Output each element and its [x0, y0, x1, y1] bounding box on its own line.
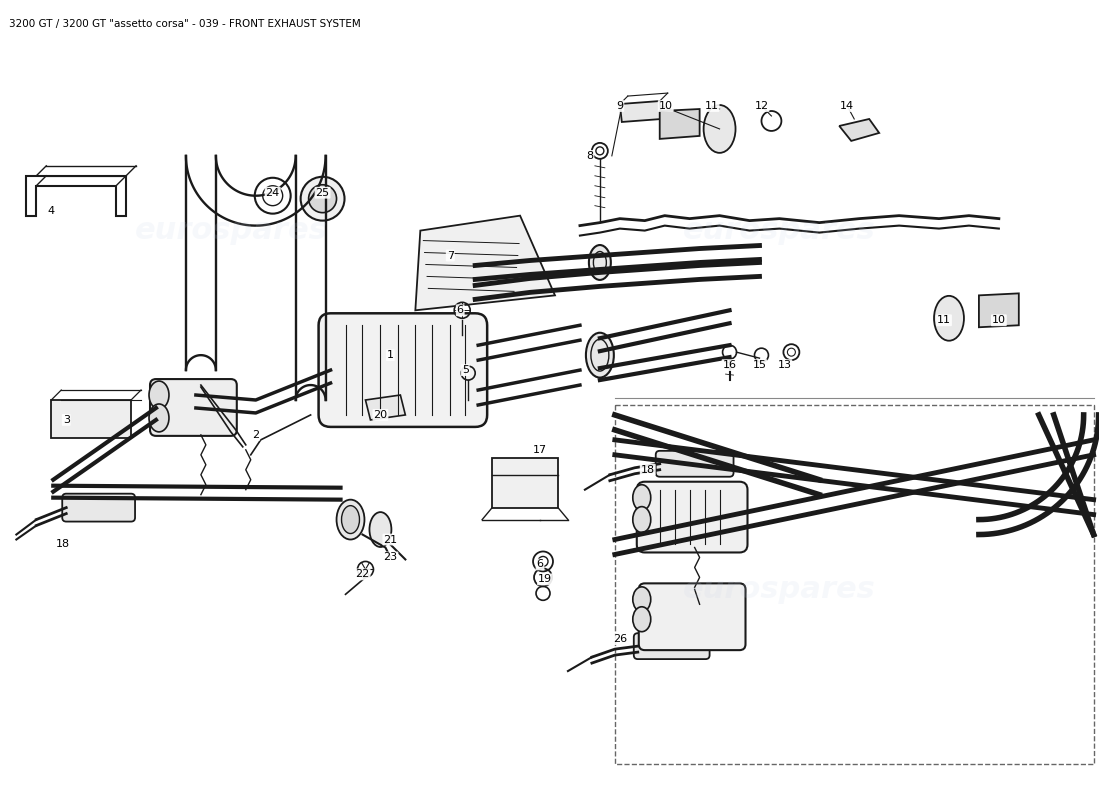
Text: 16: 16 — [723, 360, 737, 370]
Polygon shape — [492, 458, 558, 508]
Text: 22: 22 — [355, 570, 370, 579]
Text: 11: 11 — [937, 315, 952, 326]
Text: 12: 12 — [755, 101, 769, 111]
Ellipse shape — [148, 404, 169, 432]
Ellipse shape — [586, 333, 614, 378]
Text: 14: 14 — [840, 101, 855, 111]
Ellipse shape — [337, 500, 364, 539]
Text: 18: 18 — [56, 539, 70, 550]
Bar — [615, 405, 1093, 764]
FancyBboxPatch shape — [637, 482, 748, 553]
Text: 1: 1 — [387, 350, 394, 360]
Text: 20: 20 — [373, 410, 387, 420]
Text: 5: 5 — [462, 365, 469, 375]
Text: 6: 6 — [537, 559, 543, 570]
Text: 25: 25 — [316, 188, 330, 198]
Polygon shape — [660, 109, 700, 139]
FancyBboxPatch shape — [656, 451, 734, 477]
Polygon shape — [839, 119, 879, 141]
Ellipse shape — [588, 245, 610, 280]
Text: eurospares: eurospares — [683, 575, 876, 604]
Text: 7: 7 — [447, 250, 454, 261]
Text: 26: 26 — [613, 634, 627, 644]
Ellipse shape — [632, 506, 651, 533]
Polygon shape — [365, 395, 406, 420]
FancyBboxPatch shape — [634, 633, 710, 659]
Text: 3200 GT / 3200 GT "assetto corsa" - 039 - FRONT EXHAUST SYSTEM: 3200 GT / 3200 GT "assetto corsa" - 039 … — [10, 19, 361, 30]
Text: 11: 11 — [705, 101, 718, 111]
Ellipse shape — [370, 512, 392, 547]
Text: 9: 9 — [616, 101, 624, 111]
Text: 21: 21 — [383, 534, 397, 545]
FancyBboxPatch shape — [52, 400, 131, 438]
Ellipse shape — [341, 506, 360, 534]
FancyBboxPatch shape — [639, 583, 746, 650]
Text: 23: 23 — [383, 553, 397, 562]
Ellipse shape — [934, 296, 964, 341]
Text: 10: 10 — [659, 101, 673, 111]
Text: 15: 15 — [752, 360, 767, 370]
Circle shape — [300, 177, 344, 221]
Polygon shape — [416, 216, 556, 310]
Ellipse shape — [704, 105, 736, 153]
FancyBboxPatch shape — [319, 314, 487, 427]
Ellipse shape — [632, 606, 651, 632]
Polygon shape — [619, 101, 662, 122]
Text: 6: 6 — [456, 306, 464, 315]
Text: 4: 4 — [47, 206, 55, 216]
Text: 19: 19 — [538, 574, 552, 584]
Text: 24: 24 — [265, 188, 279, 198]
Text: 2: 2 — [252, 430, 260, 440]
Circle shape — [309, 185, 337, 213]
Ellipse shape — [632, 587, 651, 612]
Text: eurospares: eurospares — [683, 216, 876, 245]
Text: 10: 10 — [992, 315, 1005, 326]
Text: 17: 17 — [534, 445, 547, 455]
Text: 3: 3 — [63, 415, 69, 425]
Ellipse shape — [632, 485, 651, 510]
Polygon shape — [979, 294, 1019, 327]
Ellipse shape — [148, 381, 169, 409]
FancyBboxPatch shape — [150, 379, 236, 436]
FancyBboxPatch shape — [63, 494, 135, 522]
Text: 18: 18 — [640, 465, 654, 474]
Text: 8: 8 — [586, 151, 594, 161]
Text: 13: 13 — [778, 360, 791, 370]
Text: eurospares: eurospares — [134, 216, 327, 245]
